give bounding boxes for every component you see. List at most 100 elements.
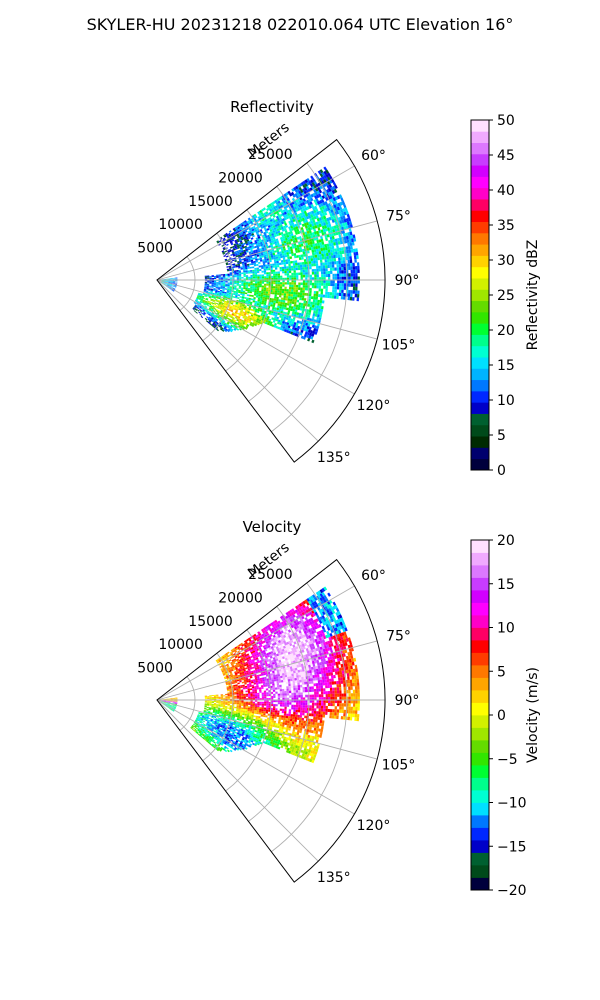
echo-cell (325, 660, 329, 664)
echo-cell (242, 263, 245, 265)
echo-cell (312, 257, 316, 261)
echo-cell (320, 216, 325, 220)
echo-cell (287, 629, 292, 633)
echo-cell (259, 276, 262, 279)
echo-cell (232, 662, 236, 665)
echo-cell (172, 289, 175, 291)
echo-cell (239, 665, 243, 669)
echo-cell (303, 624, 307, 628)
echo-cell (317, 170, 322, 175)
echo-cell (213, 303, 217, 305)
echo-cell (311, 602, 316, 607)
echo-cell (326, 255, 329, 260)
echo-cell (254, 686, 257, 689)
echo-cell (277, 305, 280, 309)
echo-cell (309, 661, 313, 665)
echo-cell (222, 284, 226, 286)
echo-cell (293, 253, 297, 256)
echo-cell (225, 305, 228, 307)
echo-cell (226, 268, 230, 271)
echo-cell (305, 311, 309, 315)
echo-cell (251, 648, 255, 652)
echo-cell (294, 333, 298, 337)
echo-cell (304, 627, 308, 631)
echo-cell (221, 292, 225, 295)
echo-cell (323, 194, 328, 198)
echo-cell (239, 695, 242, 698)
echo-cell (220, 284, 223, 286)
echo-cell (299, 212, 303, 216)
echo-cell (234, 681, 238, 684)
echo-cell (244, 252, 247, 255)
echo-cell (219, 290, 223, 292)
echo-cell (243, 647, 246, 650)
echo-cell (313, 293, 316, 297)
echo-cell (304, 292, 307, 296)
echo-cell (225, 683, 229, 686)
echo-cell (244, 327, 248, 330)
echo-cell (271, 662, 275, 665)
echo-cell (281, 234, 285, 237)
echo-cell (297, 682, 300, 686)
echo-cell (301, 676, 304, 680)
echo-cell (320, 262, 323, 266)
echo-cell (307, 647, 311, 651)
echo-cell (323, 250, 326, 254)
echo-cell (211, 324, 214, 327)
echo-cell (241, 272, 244, 275)
echo-cell (300, 282, 303, 286)
echo-cell (226, 243, 229, 246)
echo-cell (228, 685, 232, 688)
echo-cell (170, 698, 173, 699)
echo-cell (276, 653, 280, 657)
echo-cell (296, 236, 300, 240)
echo-cell (325, 221, 329, 225)
echo-cell (230, 314, 234, 317)
echo-cell (267, 220, 271, 224)
echo-cell (306, 181, 310, 186)
echo-cell (234, 282, 237, 285)
echo-cell (314, 671, 317, 675)
echo-cell (295, 289, 298, 293)
echo-cell (272, 313, 276, 316)
echo-cell (278, 222, 282, 226)
echo-cell (282, 697, 285, 700)
echo-cell (256, 674, 260, 677)
radial-tick-label: 15000 (188, 194, 233, 210)
echo-cell (352, 269, 356, 274)
echo-cell (302, 687, 305, 690)
echo-cell (223, 277, 226, 279)
echo-cell (278, 631, 282, 635)
echo-cell (250, 276, 253, 279)
echo-cell (223, 281, 226, 283)
echo-cell (319, 679, 323, 683)
echo-cell (313, 249, 317, 253)
echo-cell (223, 293, 227, 295)
echo-cell (236, 307, 239, 310)
echo-cell (293, 280, 297, 283)
echo-cell (249, 247, 253, 250)
echo-cell (312, 192, 316, 197)
echo-cell (286, 234, 290, 238)
echo-cell (336, 247, 340, 252)
echo-cell (250, 284, 253, 287)
echo-cell (275, 691, 278, 694)
echo-cell (272, 664, 276, 667)
echo-cell (237, 294, 241, 297)
echo-cell (346, 253, 350, 257)
echo-cell (238, 287, 241, 289)
echo-cell (225, 652, 228, 656)
echo-cell (337, 674, 341, 678)
echo-cell (270, 255, 274, 258)
echo-cell (292, 332, 296, 336)
echo-cell (241, 229, 245, 233)
echo-cell (336, 615, 341, 620)
echo-cell (216, 283, 219, 285)
echo-cell (234, 234, 237, 237)
echo-cell (254, 667, 258, 670)
echo-cell (323, 285, 326, 289)
echo-cell (305, 219, 309, 223)
echo-cell (268, 665, 271, 668)
echo-cell (318, 280, 322, 283)
echo-cell (288, 671, 292, 675)
